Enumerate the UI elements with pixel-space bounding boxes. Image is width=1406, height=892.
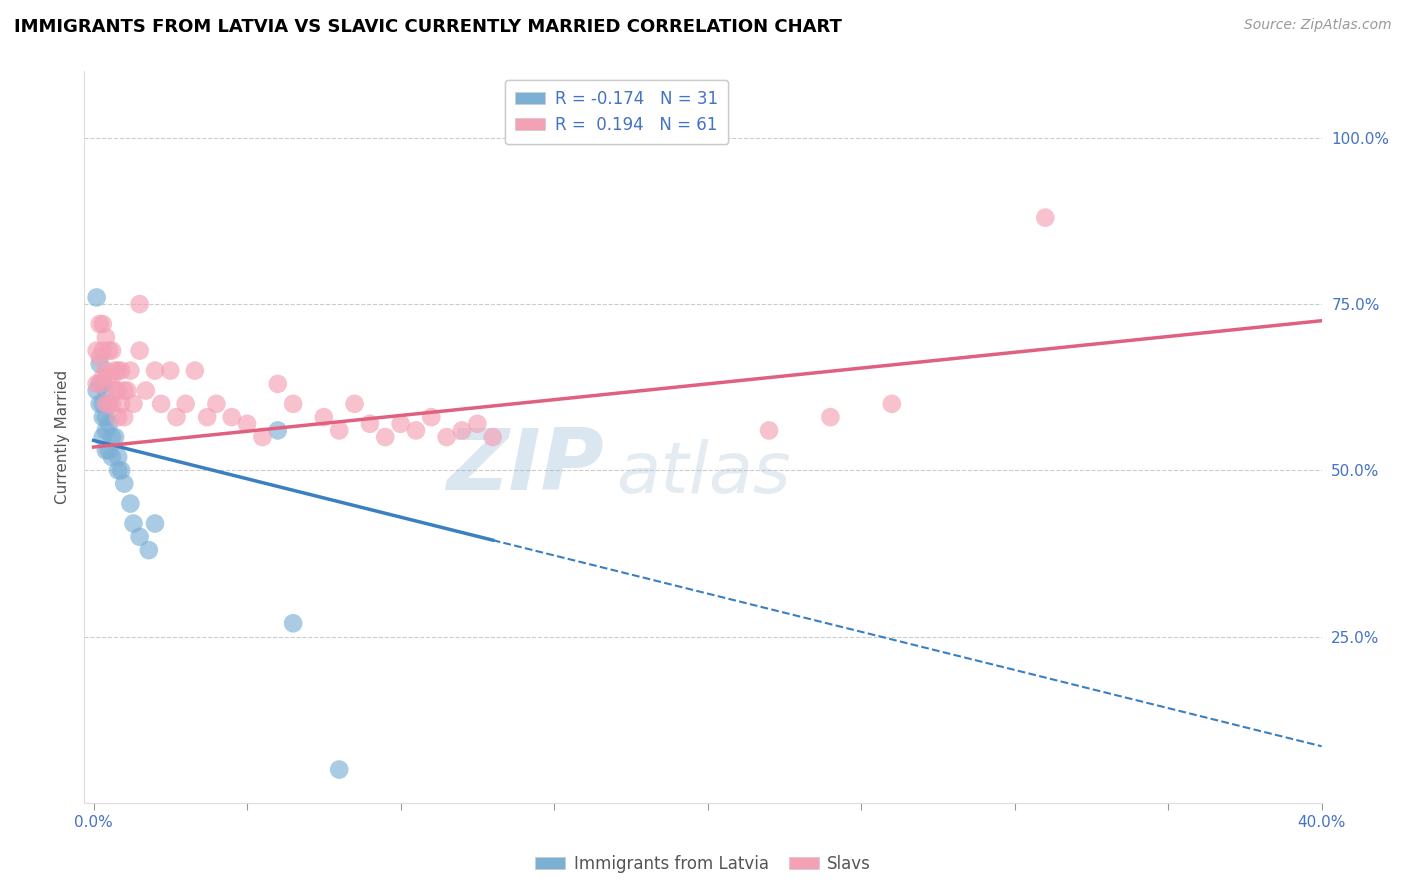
Point bbox=[91, 430, 114, 444]
Point bbox=[91, 317, 114, 331]
Point bbox=[184, 363, 207, 377]
Point bbox=[150, 397, 173, 411]
Point bbox=[312, 410, 335, 425]
Point bbox=[94, 410, 117, 425]
Point bbox=[104, 384, 127, 398]
Point bbox=[343, 397, 366, 411]
Point bbox=[91, 410, 114, 425]
Point bbox=[107, 363, 129, 377]
Point bbox=[91, 376, 114, 391]
Legend: Immigrants from Latvia, Slavs: Immigrants from Latvia, Slavs bbox=[529, 848, 877, 880]
Point bbox=[128, 530, 150, 544]
Point bbox=[374, 430, 396, 444]
Point bbox=[205, 397, 228, 411]
Point bbox=[94, 330, 117, 344]
Point bbox=[281, 616, 304, 631]
Point bbox=[89, 317, 111, 331]
Point bbox=[94, 424, 117, 438]
Point bbox=[195, 410, 218, 425]
Point bbox=[128, 297, 150, 311]
Point bbox=[97, 397, 120, 411]
Point bbox=[104, 363, 127, 377]
Point bbox=[107, 410, 129, 425]
Point bbox=[112, 410, 135, 425]
Point bbox=[91, 343, 114, 358]
Point bbox=[86, 343, 108, 358]
Point bbox=[86, 290, 108, 304]
Point bbox=[117, 384, 139, 398]
Point bbox=[467, 417, 489, 431]
Point bbox=[107, 450, 129, 464]
Point bbox=[122, 397, 145, 411]
Point bbox=[128, 343, 150, 358]
Point bbox=[101, 370, 124, 384]
Point bbox=[120, 363, 142, 377]
Point bbox=[359, 417, 381, 431]
Point bbox=[89, 376, 111, 391]
Point bbox=[420, 410, 443, 425]
Point bbox=[112, 476, 135, 491]
Point bbox=[110, 397, 132, 411]
Point bbox=[94, 443, 117, 458]
Point bbox=[101, 397, 124, 411]
Point bbox=[97, 397, 120, 411]
Point bbox=[820, 410, 842, 425]
Point bbox=[110, 363, 132, 377]
Point bbox=[221, 410, 243, 425]
Point bbox=[89, 357, 111, 371]
Point bbox=[481, 430, 503, 444]
Point bbox=[94, 397, 117, 411]
Text: ZIP: ZIP bbox=[446, 425, 605, 508]
Point bbox=[328, 424, 350, 438]
Point bbox=[89, 376, 111, 391]
Point bbox=[104, 430, 127, 444]
Point bbox=[97, 370, 120, 384]
Legend: R = -0.174   N = 31, R =  0.194   N = 61: R = -0.174 N = 31, R = 0.194 N = 61 bbox=[505, 79, 728, 144]
Point bbox=[174, 397, 197, 411]
Point bbox=[89, 351, 111, 365]
Point bbox=[138, 543, 160, 558]
Point bbox=[252, 430, 274, 444]
Point bbox=[236, 417, 259, 431]
Point bbox=[122, 516, 145, 531]
Text: IMMIGRANTS FROM LATVIA VS SLAVIC CURRENTLY MARRIED CORRELATION CHART: IMMIGRANTS FROM LATVIA VS SLAVIC CURRENT… bbox=[14, 18, 842, 36]
Point bbox=[97, 417, 120, 431]
Point bbox=[86, 376, 108, 391]
Point bbox=[86, 384, 108, 398]
Point bbox=[405, 424, 427, 438]
Point bbox=[91, 397, 114, 411]
Point bbox=[112, 384, 135, 398]
Text: Source: ZipAtlas.com: Source: ZipAtlas.com bbox=[1244, 18, 1392, 32]
Point bbox=[101, 430, 124, 444]
Point bbox=[758, 424, 780, 438]
Point bbox=[91, 370, 114, 384]
Point bbox=[281, 397, 304, 411]
Point bbox=[143, 363, 166, 377]
Point bbox=[110, 463, 132, 477]
Point bbox=[880, 397, 903, 411]
Point bbox=[143, 516, 166, 531]
Point bbox=[166, 410, 188, 425]
Point bbox=[436, 430, 458, 444]
Point bbox=[89, 397, 111, 411]
Point bbox=[389, 417, 412, 431]
Point bbox=[1033, 211, 1056, 225]
Point bbox=[267, 424, 290, 438]
Y-axis label: Currently Married: Currently Married bbox=[55, 370, 70, 504]
Point bbox=[107, 384, 129, 398]
Point bbox=[135, 384, 157, 398]
Point bbox=[159, 363, 181, 377]
Point bbox=[328, 763, 350, 777]
Point bbox=[97, 443, 120, 458]
Point bbox=[97, 343, 120, 358]
Point bbox=[94, 384, 117, 398]
Point bbox=[267, 376, 290, 391]
Point bbox=[107, 463, 129, 477]
Point bbox=[451, 424, 474, 438]
Text: atlas: atlas bbox=[616, 439, 792, 508]
Point bbox=[101, 343, 124, 358]
Point bbox=[94, 363, 117, 377]
Point bbox=[120, 497, 142, 511]
Point bbox=[101, 450, 124, 464]
